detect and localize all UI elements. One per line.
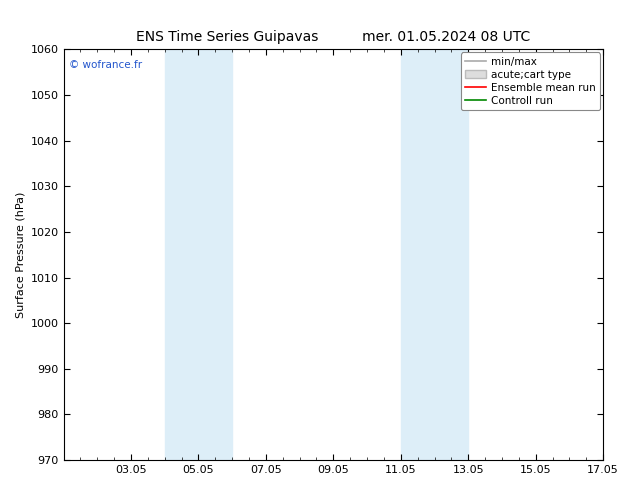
Y-axis label: Surface Pressure (hPa): Surface Pressure (hPa) [15, 192, 25, 318]
Bar [165, 49, 232, 460]
Legend: min/max, acute;cart type, Ensemble mean run, Controll run: min/max, acute;cart type, Ensemble mean … [461, 52, 600, 110]
Text: © wofrance.fr: © wofrance.fr [69, 60, 142, 70]
Bar [401, 49, 469, 460]
Title: ENS Time Series Guipavas          mer. 01.05.2024 08 UTC: ENS Time Series Guipavas mer. 01.05.2024… [136, 30, 531, 44]
